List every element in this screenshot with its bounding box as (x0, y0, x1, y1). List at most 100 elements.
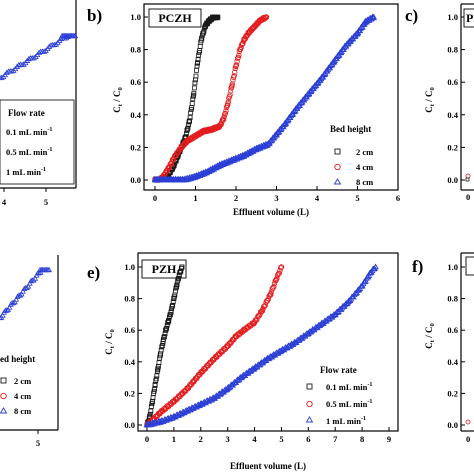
panel-e-ylabel: Ct / C0 (104, 329, 116, 354)
data-point (178, 144, 185, 151)
data-point (152, 386, 158, 392)
data-point (236, 52, 242, 59)
data-point (332, 310, 339, 317)
data-point (191, 85, 197, 91)
y-tick-label: 1.0 (447, 262, 458, 272)
y-tick-label: 0.2 (447, 142, 458, 152)
data-point (345, 298, 352, 304)
data-point (262, 302, 269, 308)
data-point (260, 14, 267, 21)
data-point (253, 145, 260, 152)
data-point (217, 123, 223, 129)
series-triangle (143, 263, 379, 428)
data-point (229, 82, 235, 89)
panel-f-tick-label: 0 (466, 434, 470, 444)
panel-a-legend-box (0, 99, 75, 185)
data-point (163, 176, 171, 183)
panel-b-legend: Bed height 2 cm 4 cm 8 cm (330, 124, 373, 187)
data-point (197, 401, 204, 407)
data-point (170, 302, 176, 308)
panel-c: c) Ct / C0 0.0 0.2 0.4 0.6 0.8 1.0 PI 0 (405, 3, 474, 202)
data-point (188, 382, 194, 388)
data-point (241, 37, 247, 43)
y-tick-label: 0.8 (447, 45, 458, 55)
data-point (189, 101, 195, 106)
data-point (318, 320, 325, 327)
legend-circle-marker (306, 400, 313, 408)
data-point (157, 418, 164, 425)
data-point (224, 102, 231, 108)
data-point (201, 28, 207, 34)
data-point (10, 299, 17, 306)
y-tick-label: 0.2 (130, 142, 141, 152)
data-point (372, 263, 379, 270)
panel-a: 4 5 Flow rate 0.1 mL min-1 0.5 mL min-1 … (0, 0, 79, 207)
panel-d: 5 ed height 2 cm 4 cm 8 cm (0, 255, 59, 448)
data-point (170, 299, 176, 305)
x-tick-label: 7 (333, 434, 338, 444)
y-tick-label: 0.8 (447, 294, 458, 304)
data-point (204, 168, 211, 175)
panel-b-axes: 0 1 2 3 4 5 6 0.0 0.2 0.4 0.6 0.8 1.0 (130, 12, 400, 203)
data-point (148, 408, 154, 414)
data-point (245, 30, 251, 36)
data-point (194, 63, 200, 69)
data-point (147, 411, 153, 417)
data-point (277, 265, 284, 271)
data-point (166, 164, 172, 170)
data-point (7, 301, 14, 307)
data-point (184, 138, 191, 144)
data-point (196, 52, 202, 58)
x-tick-label: 9 (387, 434, 391, 444)
data-point (281, 121, 288, 127)
data-point (193, 73, 199, 79)
y-tick-label: 0.6 (124, 325, 135, 335)
data-point (197, 43, 203, 49)
data-point (185, 126, 190, 132)
x-tick-label: 8 (360, 434, 364, 444)
data-point (11, 298, 18, 305)
data-point (18, 291, 25, 297)
data-point (224, 343, 231, 349)
data-point (159, 344, 165, 350)
y-tick-label: 0.6 (447, 325, 458, 335)
data-point (170, 413, 178, 420)
y-tick-label: 0.0 (124, 420, 135, 430)
data-point (200, 128, 207, 134)
panel-b-series-layer (151, 13, 377, 183)
data-point (237, 46, 243, 53)
legend-triangle-marker (0, 407, 8, 414)
data-point (231, 73, 237, 79)
data-point (203, 22, 209, 28)
data-point (0, 312, 6, 318)
data-point (195, 60, 200, 66)
data-point (163, 327, 169, 333)
data-point (153, 376, 159, 382)
data-point (155, 367, 161, 373)
data-point (184, 407, 191, 413)
data-point (152, 383, 158, 388)
data-point (278, 347, 285, 353)
data-point (188, 110, 194, 116)
data-point (31, 54, 37, 61)
panel-d-legend-title: ed height (0, 354, 35, 364)
data-point (265, 140, 272, 147)
panel-a-tick-label: 4 (2, 197, 7, 207)
data-point (13, 296, 20, 302)
panel-b-title: PCZH (158, 11, 192, 25)
panel-b-legend-title: Bed height (330, 124, 371, 134)
data-point (190, 96, 196, 102)
data-point (148, 404, 154, 409)
y-tick-label: 0.4 (447, 110, 458, 120)
x-tick-label: 3 (274, 193, 278, 203)
data-point (37, 269, 44, 275)
legend-circle-marker (334, 163, 341, 171)
data-point (233, 333, 239, 340)
data-point (234, 55, 241, 62)
panel-d-tick-label: 5 (36, 438, 40, 448)
legend-square-marker (334, 148, 341, 155)
data-point (208, 126, 215, 133)
y-tick-label: 1.0 (447, 12, 458, 22)
data-point (143, 421, 151, 428)
panel-e-legend-title: Flow rate (320, 365, 357, 375)
